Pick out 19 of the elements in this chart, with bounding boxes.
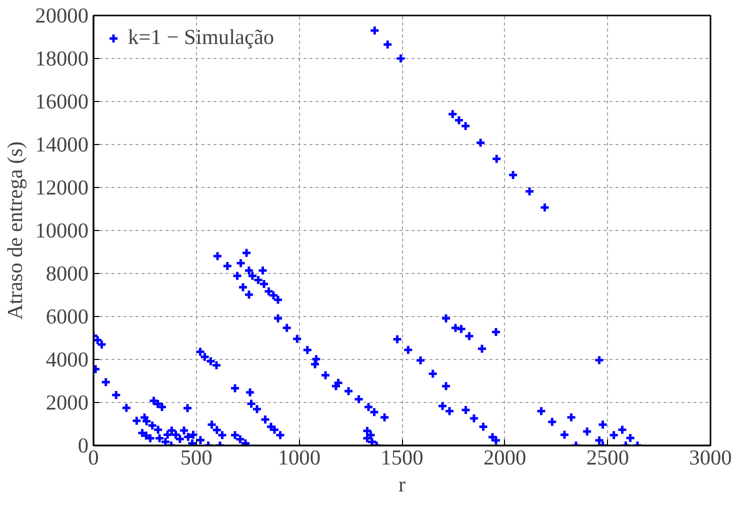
y-tick-label: 14000 [35,132,89,156]
y-tick-label: 2000 [46,390,88,414]
legend-label: k=1 − Simulação [128,25,274,50]
y-axis-title: Atraso de entrega (s) [3,141,28,320]
x-tick-label: 1500 [380,446,424,470]
y-tick-label: 10000 [35,218,89,242]
x-tick-label: 3000 [689,446,732,470]
y-tick-label: 16000 [35,90,89,114]
x-tick-label: 1000 [278,446,320,470]
y-tick-label: 18000 [35,46,89,70]
x-tick-label: 2500 [586,446,629,470]
y-tick-label: 12000 [35,176,89,200]
y-tick-label: 20000 [35,4,89,28]
y-tick-label: 8000 [46,262,88,286]
x-tick-label: 500 [180,446,212,470]
x-axis-title: r [398,472,406,496]
x-tick-label: 2000 [484,446,526,470]
y-tick-label: 4000 [46,348,88,372]
y-tick-label: 6000 [46,304,88,328]
